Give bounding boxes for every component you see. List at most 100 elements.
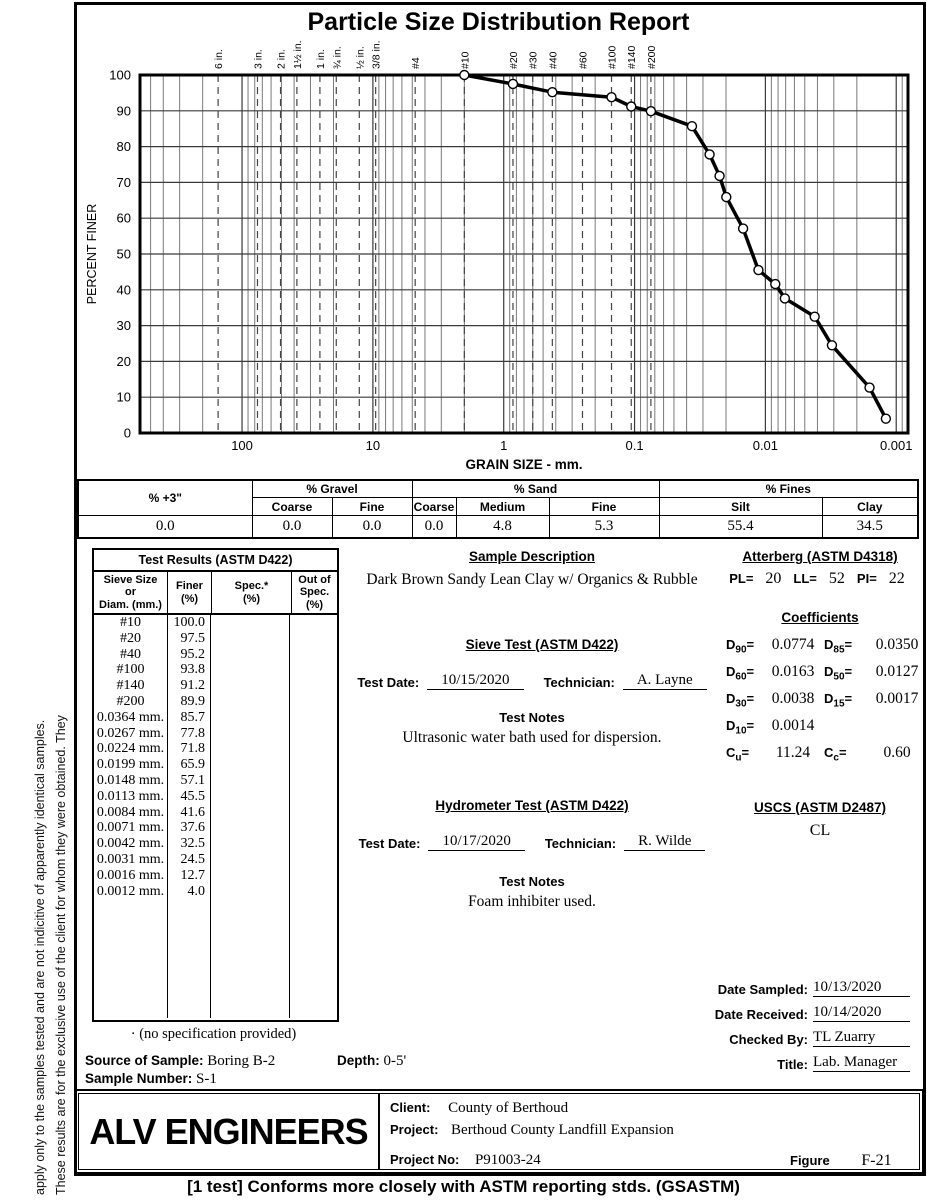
sieve-label: 2 in. [276, 49, 288, 69]
column-divider [289, 615, 290, 1018]
data-point-marker [645, 105, 657, 117]
sand-coarse-value: 0.0 [411, 515, 457, 539]
finer-percent-cell: 45.5 [180, 788, 206, 804]
sieve-label: #10 [459, 51, 471, 69]
hydrometer-date-row: Test Date: 10/17/2020 Technician: R. Wil… [352, 833, 712, 851]
x-tick-label: 0.1 [626, 438, 644, 453]
coefficient-value: 0.0163 [771, 663, 815, 680]
sieve-size-cell: #100 [116, 662, 145, 678]
gravel-coarse-header: Coarse [251, 497, 333, 516]
sieve-label: #20 [508, 51, 520, 69]
uscs-value: CL [809, 822, 831, 839]
hydrometer-notes-text: Foam inhibiter used. [468, 893, 596, 910]
finer-percent-cell: 24.5 [180, 851, 206, 867]
coefficient-value: 11.24 [775, 744, 811, 761]
sieve-size-cell: #140 [116, 678, 145, 694]
signoff-label: Title: [777, 1057, 808, 1072]
test-result-row: 0.0199 mm. 65.9 [94, 757, 337, 773]
test-result-row: #140 91.2 [94, 678, 337, 694]
test-result-row: #200 89.9 [94, 694, 337, 710]
data-point-marker [721, 191, 732, 203]
sieve-size-cell: #40 [120, 646, 141, 662]
sieve-size-cell: 0.0113 mm. [97, 788, 164, 804]
signoff-row: Date Sampled: 10/13/2020 [650, 972, 910, 997]
signoff-label: Date Sampled: [717, 982, 808, 997]
y-tick-label: 20 [117, 354, 131, 369]
coefficient-label: D15= [824, 691, 853, 710]
sand-medium-value: 4.8 [455, 515, 550, 539]
data-point-marker [779, 293, 791, 304]
coefficient-row: D90= 0.0774 D85= 0.0350 [726, 636, 926, 663]
atterberg-title: Atterberg (ASTM D4318) [742, 549, 898, 564]
test-result-row: #40 95.2 [94, 647, 337, 663]
sieve-test-date-row: Test Date: 10/15/2020 Technician: A. Lay… [352, 672, 712, 690]
column-divider [210, 615, 211, 1018]
coefficient-label: D50= [824, 664, 853, 683]
signoff-label: Date Received: [714, 1007, 808, 1022]
sieve-label: 1 in. [315, 49, 327, 69]
sieve-label: 3/8 in. [371, 40, 383, 69]
x-tick-label: 10 [366, 438, 380, 453]
disclaimer-vertical-text: These results are for the exclusive use … [26, 535, 72, 1195]
sieve-label: #100 [607, 45, 619, 69]
fraction-summary-table: % +3" % Gravel % Sand % Fines Coarse Fin… [77, 479, 919, 539]
coefficient-label: D90= [726, 637, 755, 656]
sand-fine-header: Fine [548, 497, 660, 516]
sieve-label: 6 in. [213, 49, 225, 69]
sieve-label: #30 [528, 51, 540, 69]
project-row: Project: Berthoud County Landfill Expans… [390, 1122, 674, 1139]
sieve-label: #40 [547, 51, 559, 69]
x-tick-label: 0.001 [880, 438, 913, 453]
figure-value: F-21 [861, 1152, 892, 1169]
coefficient-label: Cu= [726, 745, 750, 764]
atterberg-label: PL= [729, 571, 754, 586]
test-results-header-row: Sieve Size or Diam. (mm.) Finer (%) Spec… [94, 572, 337, 615]
hydrometer-technician-value: R. Wilde [624, 833, 706, 851]
col-header-finer: Finer (%) [168, 572, 212, 613]
finer-percent-cell: 4.0 [187, 883, 206, 899]
project-value: Berthoud County Landfill Expansion [451, 1122, 674, 1138]
test-result-row: 0.0364 mm. 85.7 [94, 710, 337, 726]
finer-percent-cell: 41.6 [180, 804, 206, 820]
test-result-row: #20 97.5 [94, 631, 337, 647]
figure-label: Figure [790, 1153, 830, 1168]
sieve-size-cell: #20 [120, 630, 141, 646]
test-result-row: #100 93.8 [94, 662, 337, 678]
fines-silt-header: Silt [658, 497, 823, 516]
sand-group-header: % Sand [411, 479, 660, 498]
footer-box: ALV ENGINEERS Client: County of Berthoud… [74, 1089, 924, 1174]
y-tick-label: 50 [117, 247, 131, 262]
signoff-value: 10/14/2020 [813, 1004, 910, 1022]
sieve-technician-value: A. Layne [622, 672, 707, 690]
gravel-fine-header: Fine [331, 497, 413, 516]
sieve-size-cell: 0.0084 mm. [96, 804, 165, 820]
sieve-label: #200 [646, 45, 658, 69]
page-title: Particle Size Distribution Report [307, 8, 690, 36]
col-header-spec: Spec.* (%) [212, 572, 292, 613]
coefficient-value: 0.0774 [771, 636, 815, 653]
atterberg-value: 22 [888, 570, 905, 587]
depth-value: 0-5' [383, 1053, 407, 1069]
sieve-label: #60 [577, 51, 589, 69]
sieve-size-cell: 0.0224 mm. [96, 741, 165, 757]
sieve-size-cell: 0.0364 mm. [96, 709, 165, 725]
sieve-test-notes-title: Test Notes [499, 710, 565, 725]
atterberg-value: 20 [765, 570, 782, 587]
sieve-label: 3 in. [252, 49, 264, 69]
coefficient-value: 0.0127 [875, 663, 919, 680]
sieve-size-cell: 0.0031 mm. [96, 851, 165, 867]
test-result-row: 0.0071 mm. 37.6 [94, 820, 337, 836]
finer-percent-cell: 12.7 [180, 867, 206, 883]
coefficient-row: D10= 0.0014 [726, 717, 926, 744]
page-border [74, 2, 926, 1176]
disclaimer-line-2: apply only to the samples tested and are… [33, 719, 47, 1195]
test-result-row: 0.0012 mm. 4.0 [94, 884, 337, 900]
project-label: Project: [390, 1122, 439, 1137]
sample-number-line: Sample Number: S-1 [85, 1071, 505, 1089]
sieve-test-title: Sieve Test (ASTM D422) [465, 637, 619, 652]
sample-description-title: Sample Description [468, 549, 596, 564]
sieve-label: ¾ in. [331, 46, 343, 69]
finer-percent-cell: 100.0 [173, 615, 206, 630]
hydrometer-notes-title: Test Notes [499, 874, 565, 889]
